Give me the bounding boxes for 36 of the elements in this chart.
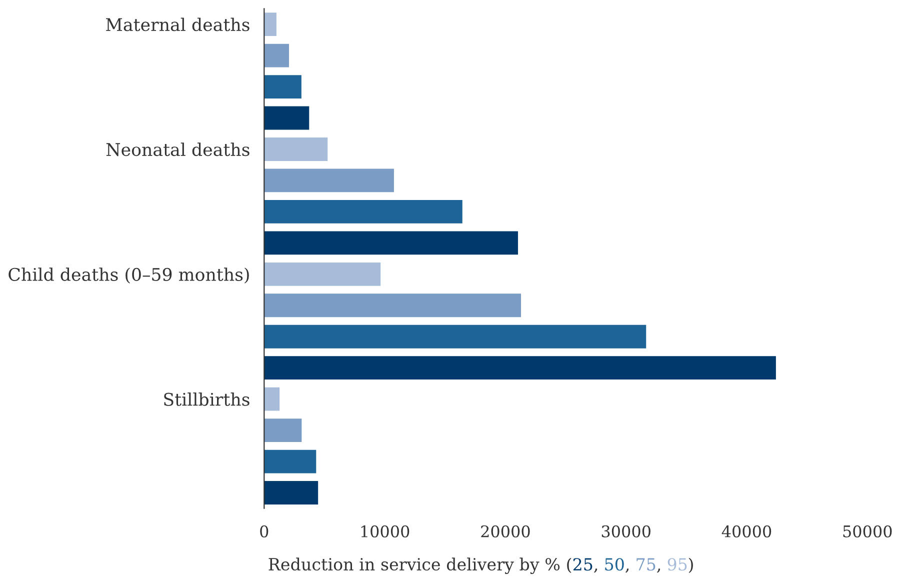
- text: 25: [573, 558, 592, 571]
- text: ): [688, 558, 693, 574]
- bar: [264, 12, 276, 36]
- x-tick-label: 30000: [602, 525, 650, 538]
- bar: [264, 106, 310, 130]
- bar: [264, 168, 394, 192]
- bar: [264, 450, 316, 474]
- bar: [264, 231, 518, 255]
- bar: [264, 356, 776, 380]
- y-tick-label: Neonatal deaths: [106, 142, 250, 156]
- bar: [264, 75, 302, 98]
- bar: [264, 387, 280, 411]
- text: 75: [636, 558, 656, 571]
- bar: [264, 418, 302, 442]
- bar: [264, 138, 328, 161]
- x-tick-label: 40000: [722, 525, 772, 538]
- y-tick-label: Child deaths (0–59 months): [8, 268, 249, 284]
- text: ,: [594, 568, 598, 573]
- bar: [264, 324, 646, 348]
- bar: [264, 262, 381, 286]
- y-tick-label: Stillbirths: [164, 392, 250, 406]
- x-tick-label: 0: [260, 525, 268, 538]
- bar: [264, 44, 289, 68]
- bar: [264, 294, 522, 318]
- text: (: [567, 558, 572, 574]
- x-axis-title: Reduction in service delivery by %: [268, 558, 560, 574]
- text: ,: [656, 568, 660, 573]
- x-tick-label: 10000: [361, 525, 410, 538]
- text: 95: [668, 558, 687, 571]
- x-tick-label: 50000: [843, 525, 892, 538]
- x-tick-label: 20000: [481, 525, 530, 538]
- text: ,: [625, 568, 629, 573]
- text: 50: [605, 558, 624, 571]
- y-tick-label: Maternal deaths: [106, 18, 250, 32]
- bar: [264, 200, 462, 224]
- bar: [264, 481, 318, 504]
